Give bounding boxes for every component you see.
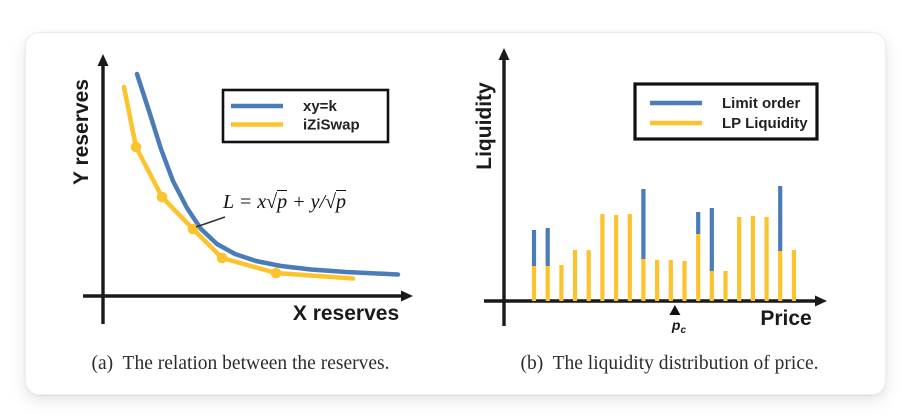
x-axis-arrow	[815, 295, 827, 307]
bar-lp	[723, 271, 728, 301]
bar-limit	[709, 208, 714, 271]
curve-point-marker	[187, 223, 199, 235]
bar-lp	[709, 271, 714, 301]
bar-limit	[696, 212, 701, 234]
y-axis-label: Y reserves	[70, 79, 93, 185]
bar-lp	[655, 260, 660, 301]
curve-point-marker	[216, 252, 228, 264]
legend-label: xy=k	[303, 98, 337, 115]
figure-card: X reserves Y reserves xy=k iZiSwap L = x√p …	[25, 32, 886, 395]
pc-marker	[669, 305, 681, 315]
bar-lp	[764, 217, 769, 301]
radical-symbol: √	[325, 191, 337, 213]
legend-label: LP Liquidity	[722, 115, 808, 132]
caption-a: (a) The relation between the reserves.	[91, 353, 390, 374]
bar-lp	[696, 234, 701, 301]
bar-lp	[586, 250, 591, 301]
y-axis-arrow	[498, 48, 510, 60]
radical-symbol: √	[266, 191, 278, 213]
y-axis-arrow	[97, 54, 109, 66]
curve-point-marker	[156, 191, 168, 203]
legend-label: iZiSwap	[303, 117, 360, 134]
bar-lp	[627, 214, 632, 301]
bar-lp	[531, 266, 537, 301]
liquidity-panel: Price Liquidity pc Limit order LP Liquidity …	[455, 33, 884, 394]
curve-point-marker	[130, 141, 142, 153]
x-axis-arrow	[401, 290, 413, 302]
bar-lp	[559, 265, 564, 301]
radicand: p	[336, 190, 347, 213]
caption-b: (b) The liquidity distribution of price.	[520, 353, 819, 374]
legend-label: Limit order	[722, 95, 801, 112]
bar-limit	[531, 230, 537, 266]
pc-label: pc	[671, 317, 687, 336]
bar-lp	[737, 217, 742, 301]
curve-point-marker	[270, 267, 282, 279]
annotation-pointer-line	[195, 216, 226, 228]
formula-text: L = x	[223, 191, 267, 213]
legend-box	[221, 88, 390, 144]
reserves-chart-svg: X reserves Y reserves xy=k iZiSwap	[70, 54, 413, 325]
y-axis-label: Liquidity	[473, 82, 496, 170]
xyk-curve	[134, 71, 401, 277]
bar-lp	[572, 250, 578, 301]
bar-lp	[614, 215, 619, 301]
x-axis-label: Price	[760, 307, 811, 330]
bar-lp	[778, 251, 783, 301]
bar-lp	[682, 261, 687, 301]
legend-box	[633, 82, 819, 141]
x-axis-label: X reserves	[293, 302, 399, 325]
bar-lp	[750, 216, 755, 301]
radicand: p	[277, 190, 288, 213]
bar-limit	[641, 189, 646, 259]
reserves-panel: X reserves Y reserves xy=k iZiSwap L = x√p …	[26, 33, 455, 394]
bar-lp	[600, 214, 605, 301]
formula-text: + y/	[287, 191, 326, 213]
bar-lp	[668, 260, 673, 301]
bar-limit	[545, 228, 550, 266]
liquidity-chart-svg: Price Liquidity pc Limit order LP Liquidity	[473, 48, 827, 336]
bar-lp	[641, 259, 646, 301]
bar-lp	[545, 266, 550, 301]
formula-annotation: L = x√p + y/√p	[223, 190, 347, 214]
bar-lp	[791, 250, 796, 301]
bar-limit	[778, 186, 783, 251]
